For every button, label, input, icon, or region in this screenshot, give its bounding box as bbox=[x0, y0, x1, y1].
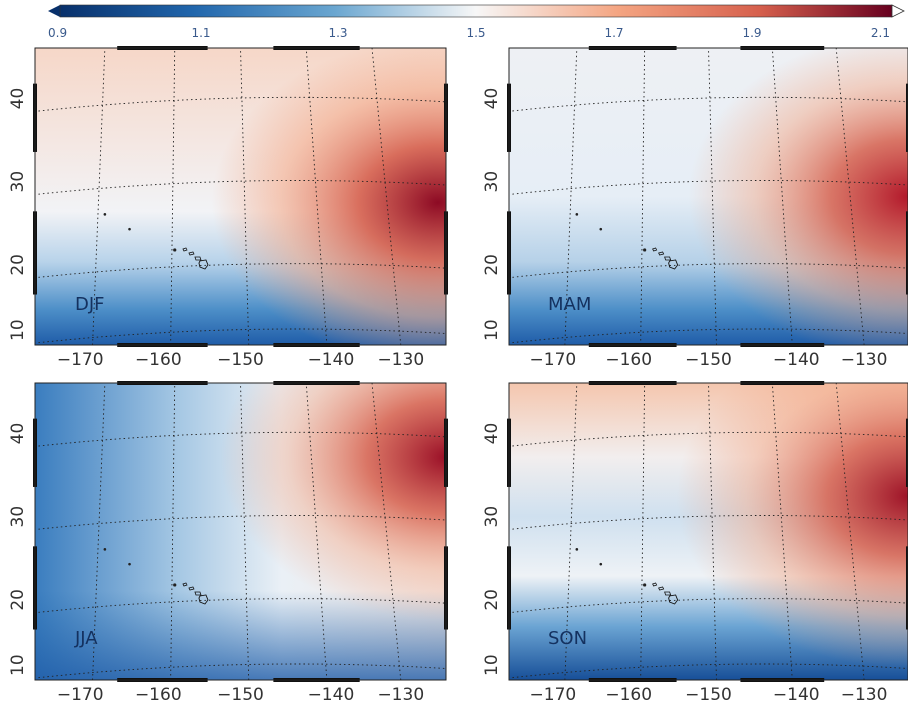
lat-tick-label: 40 bbox=[482, 423, 502, 445]
lat-tick-label: 30 bbox=[8, 506, 28, 528]
meridian-line bbox=[305, 48, 328, 345]
lat-tick-label: 30 bbox=[482, 506, 502, 528]
parallel-line bbox=[35, 598, 446, 614]
colorbar-right-arrow bbox=[891, 4, 905, 18]
meridian-line bbox=[771, 383, 793, 680]
meridian-line bbox=[240, 383, 250, 680]
lat-tick-label: 20 bbox=[8, 254, 28, 276]
meridian-line bbox=[564, 48, 578, 345]
colorbar-tick-label: 1.3 bbox=[328, 26, 347, 40]
lat-tick-label: 10 bbox=[8, 654, 28, 676]
map-frame bbox=[508, 47, 908, 346]
meridian-line bbox=[240, 48, 250, 345]
lat-tick-label: 20 bbox=[482, 589, 502, 611]
season-label: JJA bbox=[74, 628, 98, 649]
parallel-line bbox=[35, 515, 446, 531]
lon-tick-label: −130 bbox=[377, 350, 424, 370]
meridian-line bbox=[371, 383, 402, 680]
map-frame bbox=[34, 47, 447, 346]
meridian-line bbox=[640, 383, 646, 680]
meridian-line bbox=[371, 48, 402, 345]
lon-tick-label: −130 bbox=[841, 685, 888, 705]
hawaiian-islands bbox=[575, 548, 679, 605]
parallel-line bbox=[35, 663, 446, 679]
lon-tick-label: −150 bbox=[685, 350, 732, 370]
lon-tick-label: −150 bbox=[217, 350, 264, 370]
lon-tick-label: −140 bbox=[773, 685, 820, 705]
lon-tick-label: −140 bbox=[308, 350, 355, 370]
panel-djf: −170 −160 −150 −140 −130 10 20 30 40 DJF bbox=[8, 46, 448, 370]
map-frame bbox=[34, 382, 447, 681]
meridian-line bbox=[640, 48, 646, 345]
colorbar-tick-label: 1.9 bbox=[742, 26, 761, 40]
lon-tick-label: −150 bbox=[685, 685, 732, 705]
panel-jja: −170 −160 −150 −140 −130 10 20 30 40 JJA bbox=[8, 381, 448, 705]
meridian-line bbox=[305, 383, 328, 680]
lat-tick-label: 40 bbox=[8, 88, 28, 110]
parallel-line bbox=[35, 96, 446, 112]
lon-tick-label: −160 bbox=[135, 685, 182, 705]
colorbar-tick-label: 2.1 bbox=[871, 26, 890, 40]
lon-tick-label: −140 bbox=[308, 685, 355, 705]
lat-tick-label: 10 bbox=[8, 319, 28, 341]
lat-tick-label: 30 bbox=[482, 171, 502, 193]
lon-tick-label: −130 bbox=[377, 685, 424, 705]
hawaiian-islands bbox=[103, 548, 209, 605]
meridian-line bbox=[170, 383, 176, 680]
meridian-line bbox=[92, 48, 106, 345]
lat-tick-label: 30 bbox=[8, 171, 28, 193]
lon-tick-label: −160 bbox=[605, 685, 652, 705]
colorbar-tick-label: 1.1 bbox=[191, 26, 210, 40]
hawaiian-islands bbox=[575, 213, 679, 270]
parallel-line bbox=[35, 431, 446, 447]
lat-tick-label: 10 bbox=[482, 319, 502, 341]
season-label: DJF bbox=[75, 294, 105, 315]
meridian-line bbox=[835, 383, 865, 680]
lon-tick-label: −150 bbox=[217, 685, 264, 705]
colorbar-ramp bbox=[59, 4, 893, 18]
lon-tick-label: −160 bbox=[135, 350, 182, 370]
colorbar: 0.9 1.1 1.3 1.5 1.7 1.9 2.1 bbox=[48, 4, 905, 40]
parallel-line bbox=[35, 180, 446, 196]
parallel-line bbox=[35, 328, 446, 344]
meridian-line bbox=[564, 383, 578, 680]
panel-son: −170 −160 −150 −140 −130 10 20 30 40 SON bbox=[482, 381, 908, 705]
lon-tick-label: −170 bbox=[530, 350, 577, 370]
colorbar-tick-label: 0.9 bbox=[48, 26, 67, 40]
lat-tick-label: 10 bbox=[482, 654, 502, 676]
lat-tick-label: 40 bbox=[482, 88, 502, 110]
meridian-line bbox=[708, 383, 717, 680]
lon-tick-label: −170 bbox=[57, 685, 104, 705]
meridian-line bbox=[708, 48, 717, 345]
colorbar-tick-label: 1.5 bbox=[466, 26, 485, 40]
lon-tick-label: −170 bbox=[57, 350, 104, 370]
season-label: SON bbox=[548, 628, 587, 649]
colorbar-left-arrow bbox=[48, 5, 60, 17]
meridian-line bbox=[92, 383, 106, 680]
map-frame bbox=[508, 382, 908, 681]
lon-tick-label: −160 bbox=[605, 350, 652, 370]
panel-mam: −170 −160 −150 −140 −130 10 20 30 40 MAM bbox=[482, 46, 908, 370]
parallel-line bbox=[35, 263, 446, 279]
lon-tick-label: −130 bbox=[841, 350, 888, 370]
lon-tick-label: −170 bbox=[530, 685, 577, 705]
meridian-line bbox=[771, 48, 793, 345]
lat-tick-label: 20 bbox=[8, 589, 28, 611]
lat-tick-label: 40 bbox=[8, 423, 28, 445]
meridian-line bbox=[170, 48, 176, 345]
colorbar-tick-label: 1.7 bbox=[604, 26, 623, 40]
meridian-line bbox=[835, 48, 865, 345]
lat-tick-label: 20 bbox=[482, 254, 502, 276]
hawaiian-islands bbox=[103, 213, 209, 270]
season-label: MAM bbox=[548, 294, 591, 315]
lon-tick-label: −140 bbox=[773, 350, 820, 370]
